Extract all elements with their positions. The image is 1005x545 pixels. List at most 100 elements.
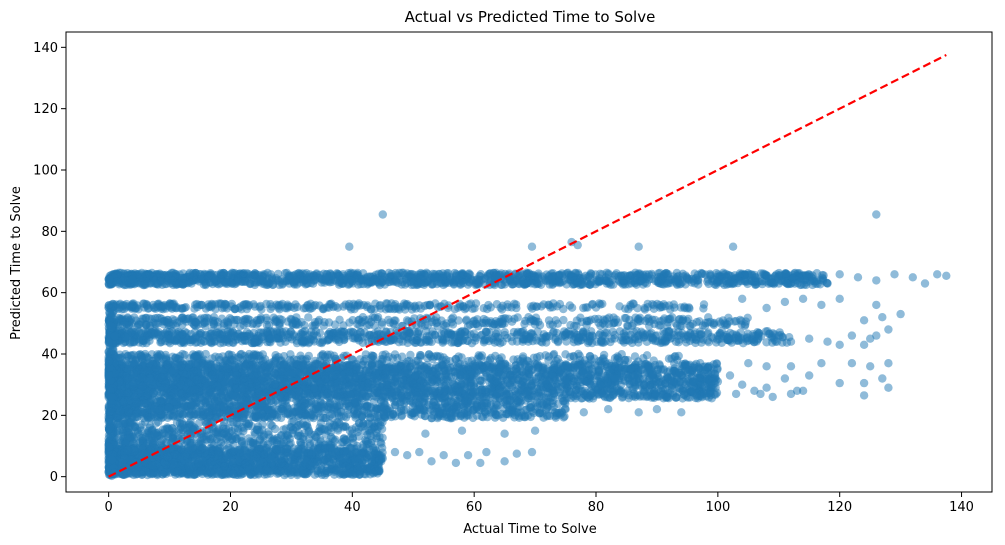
scatter-point	[645, 317, 654, 326]
scatter-point	[735, 269, 745, 278]
scatter-point	[426, 352, 436, 361]
scatter-point	[430, 272, 439, 282]
scatter-point	[781, 269, 790, 278]
scatter-point	[363, 301, 372, 310]
scatter-point	[131, 316, 141, 325]
scatter-point	[389, 335, 398, 344]
scatter-point	[474, 277, 483, 286]
scatter-point	[451, 272, 461, 281]
scatter-point	[288, 318, 297, 328]
scatter-point	[721, 269, 730, 279]
scatter-point	[621, 304, 630, 313]
scatter-point	[459, 278, 468, 288]
scatter-point	[746, 276, 755, 285]
scatter-point	[705, 269, 715, 279]
scatter-point	[664, 327, 673, 336]
scatter-point	[549, 327, 558, 336]
scatter-point	[191, 318, 201, 327]
scatter-point	[368, 313, 377, 322]
scatter-point	[533, 327, 542, 336]
scatter-point	[447, 318, 456, 327]
scatter-point	[602, 268, 611, 277]
scatter-point	[200, 318, 209, 327]
scatter-point	[144, 303, 153, 313]
scatter-point	[160, 329, 169, 338]
scatter-point	[495, 334, 504, 343]
scatter-point	[712, 269, 721, 278]
scatter-point	[690, 330, 699, 339]
scatter-point	[413, 328, 422, 337]
scatter-point	[112, 277, 122, 287]
scatter-point	[377, 269, 386, 278]
scatter-point	[221, 278, 231, 287]
scatter-point	[617, 271, 626, 280]
scatter-point	[211, 300, 220, 309]
scatter-point	[422, 335, 432, 344]
scatter-point	[670, 359, 679, 368]
scatter-point	[105, 275, 114, 284]
scatter-point	[180, 303, 189, 313]
scatter-point	[741, 317, 751, 326]
scatter-point	[691, 338, 700, 348]
scatter-point	[666, 334, 675, 343]
scatter-point	[682, 273, 691, 282]
scatter-point	[473, 322, 483, 331]
scatter-point	[305, 304, 315, 314]
scatter-point	[640, 304, 649, 313]
scatter-point	[682, 338, 691, 347]
scatter-point	[249, 300, 258, 309]
scatter-point	[321, 274, 330, 283]
scatter-point	[594, 314, 603, 324]
scatter-point	[423, 300, 432, 310]
scatter-point	[178, 273, 187, 283]
scatter-point	[629, 327, 638, 337]
scatter-point	[390, 301, 399, 311]
scatter-point	[685, 321, 694, 331]
scatter-point	[541, 332, 550, 341]
scatter-point	[230, 304, 239, 314]
scatter-point	[343, 331, 352, 340]
scatter-point	[584, 337, 593, 346]
scatter-point	[596, 329, 605, 338]
scatter-point	[519, 334, 528, 343]
scatter-point	[532, 302, 542, 311]
scatter-point	[511, 300, 521, 309]
scatter-point	[600, 320, 609, 329]
scatter-point	[482, 316, 491, 325]
scatter-point	[568, 273, 578, 282]
scatter-point	[772, 270, 781, 279]
scatter-point	[167, 327, 177, 336]
scatter-point	[356, 301, 365, 310]
scatter-point	[717, 338, 726, 347]
scatter-point	[802, 271, 811, 280]
scatter-point	[314, 273, 323, 282]
scatter-point	[582, 316, 592, 325]
scatter-point	[657, 277, 666, 286]
scatter-point	[534, 269, 543, 278]
scatter-point	[182, 317, 191, 326]
scatter-point	[150, 314, 160, 323]
scatter-point	[710, 275, 719, 285]
scatter-point	[438, 338, 447, 347]
scatter-point	[354, 336, 364, 345]
scatter-point	[613, 318, 623, 327]
scatter-point	[317, 338, 326, 348]
scatter-point	[637, 327, 646, 336]
scatter-point	[532, 336, 541, 345]
scatter-point	[201, 304, 211, 313]
scatter-point	[293, 302, 302, 312]
scatter-point	[728, 278, 737, 288]
scatter-point	[304, 313, 313, 322]
scatter-point	[526, 302, 536, 311]
scatter-point	[693, 270, 703, 279]
scatter-point	[250, 269, 260, 278]
scatter-point	[544, 352, 553, 361]
scatter-point	[201, 279, 210, 289]
scatter-point	[593, 276, 603, 285]
scatter-point	[484, 300, 493, 310]
scatter-point	[115, 303, 125, 312]
scatter-point	[153, 303, 162, 312]
scatter-point	[393, 278, 402, 288]
scatter-point	[364, 279, 373, 288]
scatter-point	[551, 335, 560, 344]
